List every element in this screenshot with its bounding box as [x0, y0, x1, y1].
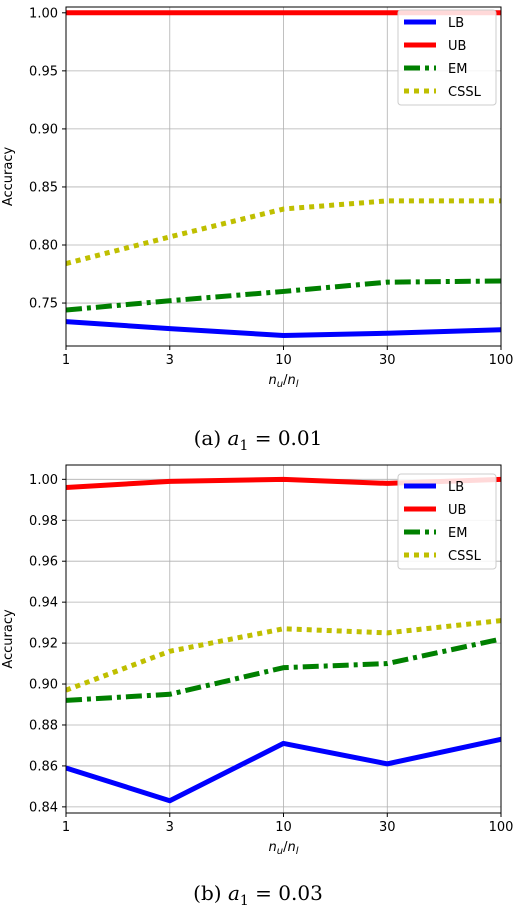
y-tick-label: 0.98 — [29, 514, 58, 529]
legend-label-em: EM — [448, 62, 467, 77]
y-tick-label: 1.00 — [29, 6, 58, 21]
y-tick-label: 0.96 — [29, 555, 58, 570]
series-line-em — [66, 636, 501, 703]
x-tick-label: 30 — [379, 353, 396, 368]
chart-caption: (b) a1 = 0.03 — [193, 881, 323, 909]
x-tick-label: 10 — [275, 820, 292, 835]
legend-box — [397, 473, 497, 570]
series-line-lb — [66, 736, 501, 804]
y-tick-label: 0.95 — [29, 64, 58, 79]
y-axis-label: Accuracy — [1, 147, 16, 207]
x-tick-label: 3 — [166, 353, 174, 368]
series-line-cssl — [66, 198, 501, 266]
x-tick-label: 3 — [166, 820, 174, 835]
legend-label-em: EM — [448, 526, 467, 541]
chart-caption: (a) a1 = 0.01 — [194, 426, 323, 454]
y-tick-label: 0.90 — [29, 678, 58, 693]
legend-label-cssl: CSSL — [448, 85, 482, 100]
x-tick-label: 1 — [62, 820, 70, 835]
legend: LB UB EM CSSL — [397, 9, 497, 106]
y-tick-label: 1.00 — [29, 473, 58, 488]
y-tick-label: 0.94 — [29, 596, 58, 611]
x-tick-label: 30 — [379, 820, 396, 835]
x-tick-label: 100 — [489, 820, 514, 835]
y-tick-label: 0.80 — [29, 238, 58, 253]
x-tick-label: 1 — [62, 353, 70, 368]
legend-label-cssl: CSSL — [448, 549, 482, 564]
legend-label-lb: LB — [448, 16, 464, 31]
x-axis-label: nu/nl — [268, 373, 298, 390]
legend-label-ub: UB — [448, 39, 466, 54]
legend: LB UB EM CSSL — [397, 473, 497, 570]
x-tick-label: 100 — [489, 353, 514, 368]
chart-1: 1 3 10 30 100 0.75 0.80 0.85 0.90 0.95 1.00 Accurac… — [1, 6, 513, 454]
y-tick-label: 0.90 — [29, 122, 58, 137]
y-tick-label: 0.88 — [29, 718, 58, 733]
legend-label-lb: LB — [448, 480, 464, 495]
series-line-cssl — [66, 618, 501, 693]
chart-2: 1 3 10 30 100 0.84 0.86 0.88 0.90 0.92 0.94 0.96 0.9… — [1, 464, 514, 909]
legend-box — [397, 9, 497, 106]
y-tick-label: 0.85 — [29, 180, 58, 195]
y-tick-label: 0.86 — [29, 759, 58, 774]
legend-label-ub: UB — [448, 503, 466, 518]
series-line-lb — [66, 319, 501, 339]
y-tick-label: 0.75 — [29, 297, 58, 312]
x-tick-label: 10 — [275, 353, 292, 368]
y-tick-label: 0.84 — [29, 800, 58, 815]
series-line-em — [66, 278, 501, 313]
y-tick-label: 0.92 — [29, 637, 58, 652]
y-axis-label: Accuracy — [1, 609, 16, 669]
x-axis-label: nu/nl — [268, 840, 298, 857]
